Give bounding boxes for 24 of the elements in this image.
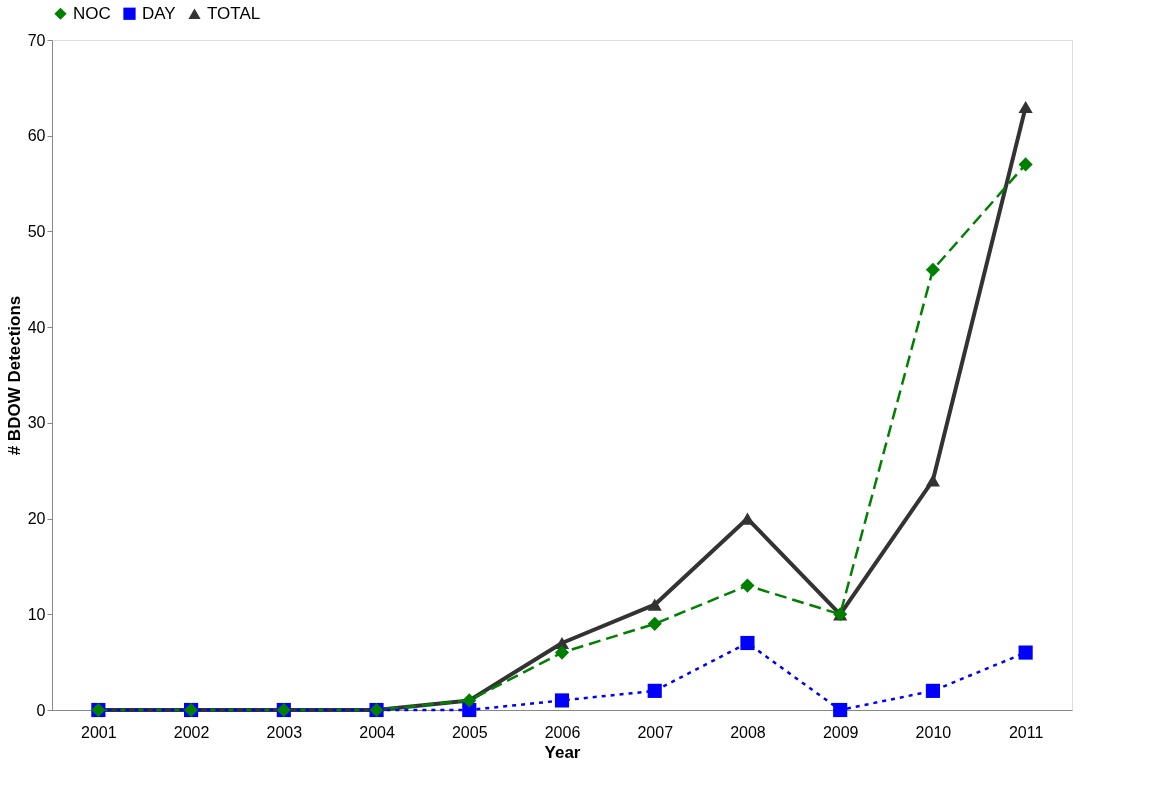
x-tick-label: 2002 <box>173 723 210 741</box>
x-axis-title: Year <box>544 742 581 762</box>
y-tick-label: 30 <box>27 414 46 432</box>
x-tick-label: 2005 <box>451 723 488 741</box>
y-tick-label: 10 <box>27 605 46 623</box>
legend-label: TOTAL <box>207 3 261 23</box>
x-tick-label: 2011 <box>1008 723 1044 741</box>
legend-label: DAY <box>142 3 176 23</box>
x-tick-label: 2003 <box>266 723 303 741</box>
y-tick-label: 50 <box>27 222 46 240</box>
x-tick-label: 2009 <box>822 723 859 741</box>
x-tick-label: 2008 <box>730 723 766 741</box>
x-tick-label: 2010 <box>915 723 952 741</box>
x-tick-label: 2004 <box>359 723 395 741</box>
y-axis-title: # BDOW Detections <box>4 295 24 456</box>
legend-label: NOC <box>73 3 111 23</box>
y-tick-label: 60 <box>27 127 46 145</box>
x-tick-label: 2001 <box>81 723 117 741</box>
x-tick-label: 2007 <box>637 723 674 741</box>
x-tick-label: 2006 <box>544 723 581 741</box>
y-tick-label: 40 <box>27 318 46 336</box>
y-tick-label: 20 <box>27 510 46 528</box>
y-tick-label: 0 <box>36 701 46 719</box>
y-tick-label: 70 <box>27 31 46 49</box>
